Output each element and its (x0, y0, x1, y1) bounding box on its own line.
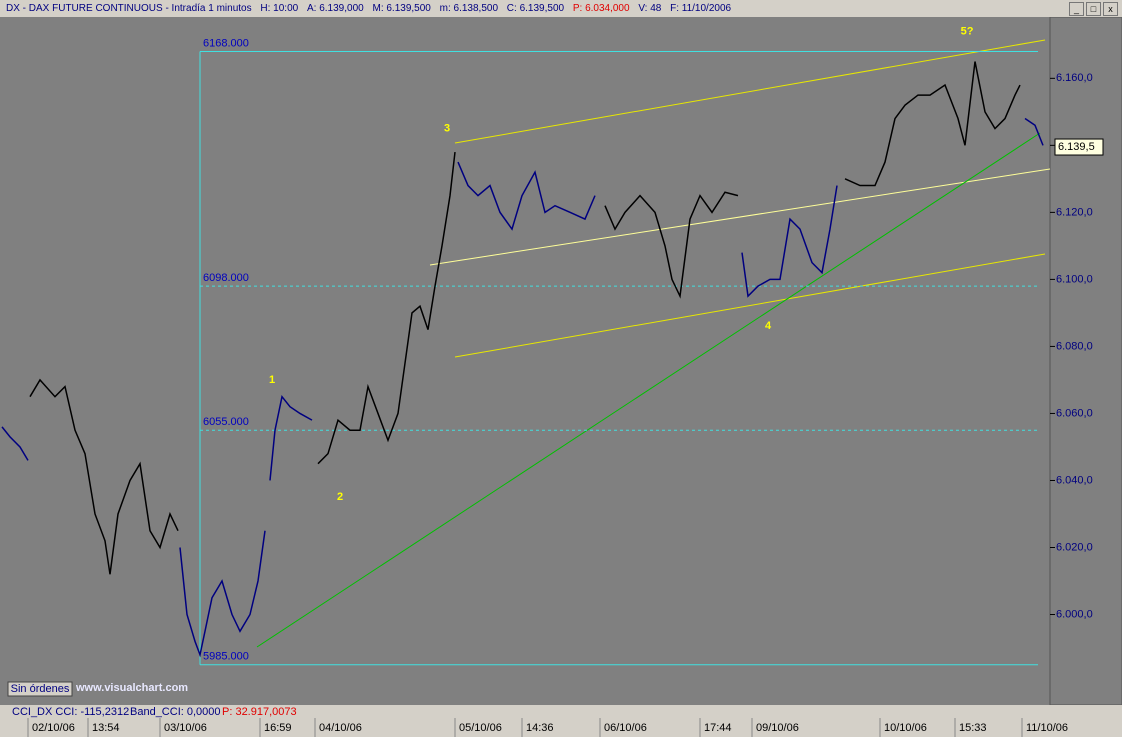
minimize-button[interactable]: _ (1069, 2, 1084, 16)
wave-label: 4 (765, 320, 772, 332)
price-line (457, 161, 596, 231)
x-tick-label: 09/10/06 (756, 722, 799, 734)
x-tick-label: 14:36 (526, 722, 554, 734)
fib-level-label: 6168.000 (203, 37, 249, 49)
y-tick-label: 6.060,0 (1056, 407, 1093, 419)
x-tick-label: 06/10/06 (604, 722, 647, 734)
indicator-label: CCI_DX CCI: -115,2312 (12, 706, 129, 718)
header-field: H: 10:00 (260, 3, 299, 14)
channel-line (429, 168, 1051, 266)
chart: CCI_DX CCI: -115,2312 Band_CCI: 0,0000 P… (0, 17, 1122, 737)
header-title: DX - DAX FUTURE CONTINUOUS - Intradía 1 … (6, 3, 252, 14)
maximize-button[interactable]: □ (1086, 2, 1101, 16)
y-tick-label: 6.040,0 (1056, 474, 1093, 486)
wave-label: 1 (269, 374, 275, 386)
last-price-box (1054, 138, 1104, 156)
x-tick-label: 17:44 (704, 722, 732, 734)
price-line (604, 191, 739, 299)
wave-label: 2 (337, 491, 343, 503)
y-tick-label: 6.020,0 (1056, 541, 1093, 553)
header-field: A: 6.139,000 (306, 3, 364, 14)
header-bar: DX - DAX FUTURE CONTINUOUS - Intradía 1 … (0, 0, 1122, 17)
time-axis (0, 718, 1122, 737)
y-tick-label: 6.160,0 (1056, 72, 1093, 84)
indicator-label: P: 32.917,0073 (222, 706, 297, 718)
x-tick-label: 05/10/06 (459, 722, 502, 734)
x-tick-label: 15:33 (959, 722, 987, 734)
last-price-label: 6.139,5 (1058, 141, 1095, 153)
orders-label: Sin órdenes (11, 683, 70, 695)
wave-label: 3 (444, 122, 450, 134)
close-button[interactable]: x (1103, 2, 1118, 16)
x-tick-label: 04/10/06 (319, 722, 362, 734)
price-line (317, 151, 456, 465)
x-tick-label: 16:59 (264, 722, 292, 734)
y-tick-label: 6.000,0 (1056, 608, 1093, 620)
header-field: M: 6.139,500 (372, 3, 431, 14)
channel-line (454, 253, 1046, 358)
y-tick-label: 6.080,0 (1056, 340, 1093, 352)
indicator-strip (0, 705, 1122, 718)
y-tick-label: 6.100,0 (1056, 273, 1093, 285)
x-tick-label: 10/10/06 (884, 722, 927, 734)
indicator-label: Band_CCI: 0,0000 (130, 706, 221, 718)
price-line (1024, 117, 1044, 146)
channel-line (454, 39, 1046, 144)
price-line (179, 530, 266, 658)
price-line (29, 378, 179, 575)
plot-area (0, 17, 1050, 705)
x-tick-label: 03/10/06 (164, 722, 207, 734)
orders-button[interactable] (7, 681, 73, 697)
price-line (1, 426, 29, 461)
header-field: P: 6.034,000 (572, 3, 630, 14)
header-field: F: 11/10/2006 (670, 3, 732, 14)
fib-level-label: 5985.000 (203, 651, 249, 663)
wave-label: 5? (961, 25, 974, 37)
header-field: V: 48 (638, 3, 662, 14)
price-line (844, 61, 1021, 187)
y-tick-label: 6.120,0 (1056, 206, 1093, 218)
price-axis (1049, 17, 1122, 706)
x-tick-label: 11/10/06 (1026, 722, 1068, 734)
x-tick-label: 02/10/06 (32, 722, 75, 734)
window-controls: _ □ x (1067, 1, 1118, 18)
fib-level-label: 6055.000 (203, 416, 249, 428)
price-line (741, 185, 838, 298)
trend-line (256, 132, 1041, 648)
price-line (269, 394, 313, 481)
fib-level-label: 6098.000 (203, 272, 249, 284)
header-field: C: 6.139,500 (506, 3, 565, 14)
x-tick-label: 13:54 (92, 722, 120, 734)
site-label: www.visualchart.com (75, 682, 188, 694)
header-field: m: 6.138,500 (439, 3, 499, 14)
